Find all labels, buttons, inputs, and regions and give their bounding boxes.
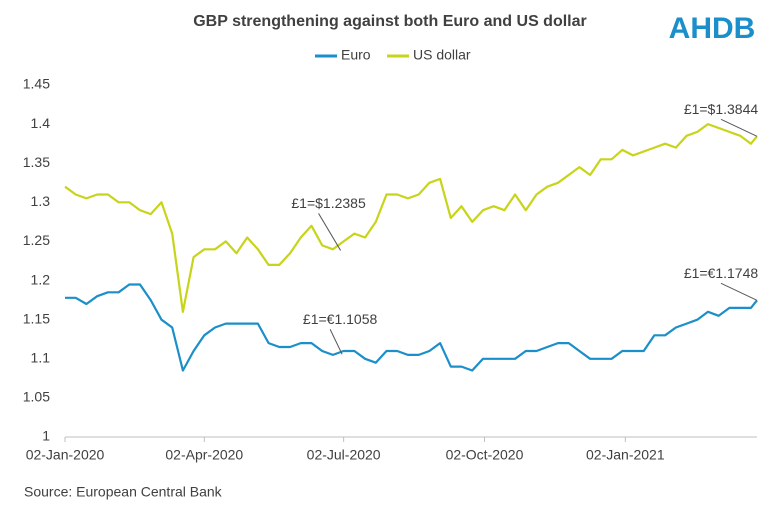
annotation: £1=€1.1058 bbox=[303, 311, 378, 327]
x-tick-label: 02-Jan-2021 bbox=[586, 447, 665, 463]
legend-label: US dollar bbox=[413, 47, 471, 63]
series-line bbox=[65, 283, 758, 372]
y-tick-label: 1.45 bbox=[23, 76, 50, 92]
legend-label: Euro bbox=[341, 47, 371, 63]
x-tick-label: 02-Jul-2020 bbox=[307, 447, 381, 463]
annotation: £1=$1.3844 bbox=[684, 101, 759, 117]
annotation-leader bbox=[318, 213, 342, 251]
x-tick-label: 02-Jan-2020 bbox=[26, 447, 105, 463]
y-tick-label: 1.2 bbox=[31, 271, 51, 287]
logo: AHDB bbox=[669, 12, 756, 45]
y-tick-label: 1.1 bbox=[31, 349, 51, 365]
y-tick-label: 1.3 bbox=[31, 193, 51, 209]
x-tick-label: 02-Oct-2020 bbox=[446, 447, 524, 463]
y-tick-label: 1.4 bbox=[31, 115, 51, 131]
y-tick-label: 1.05 bbox=[23, 389, 50, 405]
y-tick-label: 1.25 bbox=[23, 232, 50, 248]
y-tick-label: 1.15 bbox=[23, 310, 50, 326]
annotation-leader bbox=[720, 118, 758, 137]
annotation: £1=€1.1748 bbox=[684, 265, 759, 281]
chart-title: GBP strengthening against both Euro and … bbox=[193, 13, 587, 30]
annotation-leader bbox=[720, 282, 758, 301]
annotation-leader bbox=[329, 329, 343, 355]
source-note: Source: European Central Bank bbox=[24, 484, 223, 500]
y-tick-label: 1.35 bbox=[23, 154, 50, 170]
x-tick-label: 02-Apr-2020 bbox=[165, 447, 243, 463]
y-tick-label: 1 bbox=[42, 428, 50, 444]
series-line bbox=[64, 123, 758, 313]
annotation: £1=$1.2385 bbox=[291, 195, 366, 211]
